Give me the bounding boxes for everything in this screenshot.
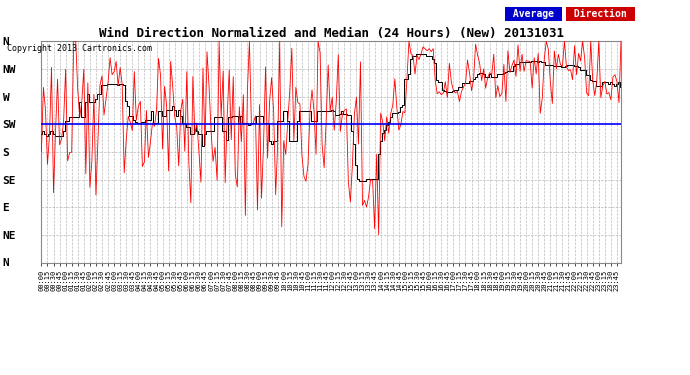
Title: Wind Direction Normalized and Median (24 Hours) (New) 20131031: Wind Direction Normalized and Median (24… bbox=[99, 27, 564, 40]
Text: Average: Average bbox=[507, 9, 560, 20]
Text: Direction: Direction bbox=[568, 9, 633, 20]
Text: Copyright 2013 Cartronics.com: Copyright 2013 Cartronics.com bbox=[7, 44, 152, 52]
